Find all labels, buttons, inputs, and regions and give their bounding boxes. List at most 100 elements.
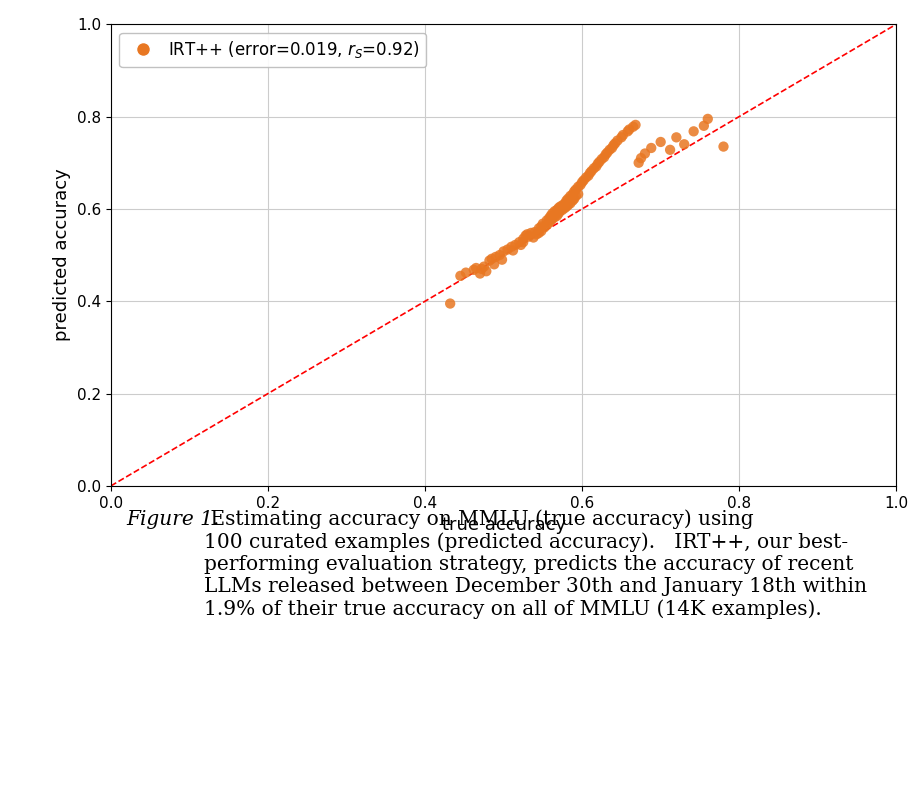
Point — [477, 260, 492, 273]
Point — [604, 141, 619, 154]
X-axis label: true accuracy: true accuracy — [442, 516, 565, 534]
Point — [516, 236, 530, 249]
Point — [614, 131, 628, 144]
Point — [573, 179, 588, 191]
Point — [571, 180, 586, 193]
Point — [541, 212, 556, 225]
Point — [514, 238, 529, 251]
Point — [468, 262, 483, 275]
Point — [628, 119, 643, 132]
Point — [716, 140, 731, 153]
Point — [551, 207, 565, 220]
Point — [508, 238, 523, 251]
Point — [557, 201, 572, 214]
Point — [545, 213, 560, 225]
Point — [553, 200, 567, 213]
Point — [550, 204, 565, 217]
Point — [626, 120, 640, 133]
Point — [537, 221, 552, 234]
Point — [638, 147, 652, 160]
Point — [634, 152, 649, 165]
Point — [565, 187, 580, 200]
Text: Estimating accuracy on MMLU (true accuracy) using
100 curated examples (predicte: Estimating accuracy on MMLU (true accura… — [203, 510, 867, 619]
Point — [505, 240, 519, 253]
Point — [669, 131, 684, 144]
Point — [563, 190, 578, 203]
Point — [578, 171, 593, 184]
Point — [488, 250, 503, 263]
Point — [550, 209, 565, 222]
Point — [602, 143, 617, 156]
Point — [526, 231, 541, 244]
Point — [534, 220, 549, 233]
Point — [555, 204, 570, 217]
Point — [543, 209, 558, 222]
Point — [599, 148, 614, 161]
Point — [494, 253, 509, 266]
Point — [458, 266, 473, 279]
Point — [622, 123, 637, 136]
Point — [559, 200, 574, 213]
Point — [531, 222, 546, 235]
Point — [531, 226, 546, 239]
Point — [521, 230, 536, 243]
Point — [631, 156, 646, 169]
Point — [482, 255, 497, 267]
Point — [600, 146, 614, 159]
Point — [453, 269, 468, 282]
Point — [568, 183, 583, 196]
Point — [582, 166, 597, 179]
Point — [577, 174, 591, 187]
Point — [472, 267, 488, 280]
Point — [547, 211, 562, 224]
Point — [565, 194, 580, 207]
Point — [571, 187, 586, 200]
Point — [540, 219, 554, 232]
Point — [467, 263, 481, 276]
Point — [566, 185, 582, 198]
Point — [589, 160, 603, 173]
Point — [487, 258, 502, 271]
Point — [553, 204, 567, 217]
Point — [492, 249, 507, 262]
Point — [575, 175, 590, 188]
Point — [505, 244, 520, 257]
Point — [563, 197, 578, 210]
Point — [561, 192, 576, 205]
Point — [594, 153, 609, 166]
Point — [700, 112, 715, 125]
Point — [540, 214, 554, 227]
Point — [524, 226, 539, 239]
Point — [543, 214, 558, 227]
Point — [687, 125, 701, 138]
Point — [663, 143, 677, 156]
Y-axis label: predicted accuracy: predicted accuracy — [54, 169, 71, 342]
Point — [474, 263, 489, 276]
Point — [653, 136, 668, 149]
Point — [676, 138, 691, 151]
Point — [512, 236, 527, 249]
Point — [561, 199, 576, 212]
Text: Figure 1.: Figure 1. — [127, 510, 220, 528]
Point — [547, 204, 562, 217]
Point — [551, 201, 565, 214]
Point — [484, 252, 499, 265]
Point — [518, 229, 533, 242]
Point — [697, 120, 711, 133]
Point — [610, 134, 625, 147]
Point — [620, 125, 635, 138]
Point — [568, 190, 583, 203]
Point — [559, 194, 574, 207]
Point — [529, 228, 544, 241]
Point — [587, 162, 602, 175]
Point — [541, 217, 556, 229]
Point — [536, 217, 551, 230]
Point — [608, 137, 623, 149]
Point — [545, 207, 560, 220]
Point — [519, 228, 534, 241]
Point — [590, 158, 605, 170]
Point — [479, 265, 493, 278]
Point — [584, 165, 599, 178]
Point — [516, 233, 530, 246]
Point — [534, 225, 549, 238]
